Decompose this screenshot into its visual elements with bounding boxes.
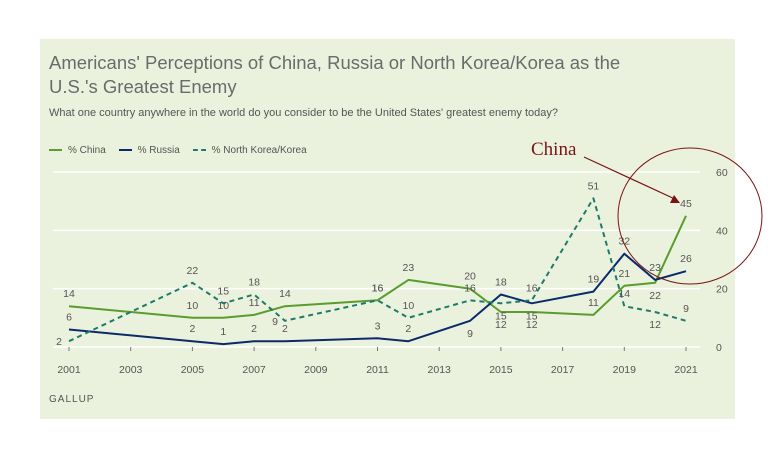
data-label-nk: 16: [526, 282, 538, 294]
data-label-russia: 19: [588, 274, 600, 286]
x-tick-label: 2001: [57, 364, 81, 376]
data-label-nk: 15: [217, 285, 229, 297]
annotation-label: China: [531, 139, 577, 160]
x-tick-label: 2009: [304, 364, 328, 376]
data-label-nk: 16: [372, 282, 384, 294]
series-lines: [68, 197, 687, 346]
legend-label-north-korea: % North Korea/Korea: [211, 144, 307, 156]
data-label-china: 22: [649, 290, 661, 302]
data-label-russia: 3: [375, 320, 381, 332]
annotation-circle: [617, 147, 763, 285]
chart-subtitle: What one country anywhere in the world d…: [49, 107, 559, 119]
data-label-russia: 9: [467, 328, 473, 340]
data-label-russia: 2: [282, 323, 288, 335]
data-label-china: 11: [249, 297, 260, 309]
data-label-nk: 9: [272, 316, 278, 328]
legend-swatch-russia: [118, 149, 132, 151]
data-label-nk: 18: [248, 277, 260, 289]
data-label-russia: 15: [526, 310, 538, 322]
data-label-russia: 18: [495, 277, 507, 289]
data-label-china: 11: [588, 297, 599, 309]
data-label-russia: 2: [251, 323, 257, 335]
data-label-russia: 26: [680, 253, 692, 265]
data-label-russia: 23: [649, 262, 661, 274]
chart-title: Americans' Perceptions of China, Russia …: [49, 52, 621, 97]
data-label-nk: 12: [649, 319, 661, 331]
data-label-china: 10: [187, 300, 199, 312]
x-tick-label: 2011: [366, 364, 389, 376]
x-tick-label: 2013: [428, 364, 452, 376]
legend-item-north-korea: % North Korea/Korea: [192, 144, 307, 156]
y-tick-label: 40: [716, 225, 728, 237]
annotation: China: [531, 139, 763, 285]
x-tick-label: 2007: [242, 364, 266, 376]
data-label-china: 10: [217, 300, 229, 312]
legend-swatch-china: [49, 149, 62, 151]
data-label-nk: 10: [403, 300, 415, 312]
data-label-china: 12: [526, 319, 538, 331]
data-label-china: 21: [618, 268, 630, 280]
data-label-nk: 51: [588, 180, 600, 192]
data-label-russia: 2: [189, 323, 195, 335]
y-tick-label: 60: [716, 167, 728, 179]
series-line-china: [68, 215, 687, 319]
data-label-russia: 32: [618, 236, 630, 248]
data-label-china: 45: [680, 198, 692, 210]
data-label-nk: 9: [683, 303, 689, 315]
series-line-russia: [68, 252, 687, 346]
annotation-arrow-line: [583, 156, 678, 201]
data-label-china: 14: [63, 288, 75, 300]
legend: % China % Russia % North Korea/Korea: [49, 143, 317, 156]
x-tick-label: 2003: [119, 364, 143, 376]
data-label-russia: 2: [405, 323, 411, 335]
series-line-nk: [68, 197, 687, 343]
data-label-china: 23: [403, 262, 415, 274]
x-tick-label: 2005: [181, 364, 205, 376]
data-label-china: 12: [495, 319, 507, 331]
annotation-arrowhead: [670, 195, 680, 203]
legend-label-russia: % Russia: [137, 144, 180, 156]
data-label-nk: 14: [618, 288, 630, 300]
x-tick-label: 2021: [674, 364, 698, 376]
source-label: GALLUP: [49, 394, 95, 405]
grid-lines: [53, 171, 700, 348]
data-label-russia: 6: [66, 312, 72, 324]
data-label-nk: 22: [187, 265, 199, 277]
data-label-china: 14: [279, 288, 291, 300]
data-label-russia: 1: [220, 326, 226, 338]
data-label-nk: 16: [464, 282, 476, 294]
data-label-nk: 2: [56, 336, 62, 348]
data-label-china: 20: [464, 271, 476, 283]
data-label-china: 16: [372, 282, 384, 294]
x-tick-label: 2017: [551, 364, 575, 376]
data-label-nk: 15: [495, 310, 507, 322]
legend-item-china: % China: [49, 145, 106, 156]
legend-label-china: % China: [68, 144, 106, 156]
y-tick-label: 20: [716, 284, 728, 296]
y-tick-label: 0: [716, 342, 722, 354]
legend-swatch-north-korea: [192, 149, 206, 151]
legend-item-russia: % Russia: [118, 144, 180, 156]
x-tick-label: 2015: [489, 364, 513, 376]
x-tick-label: 2019: [613, 364, 637, 376]
